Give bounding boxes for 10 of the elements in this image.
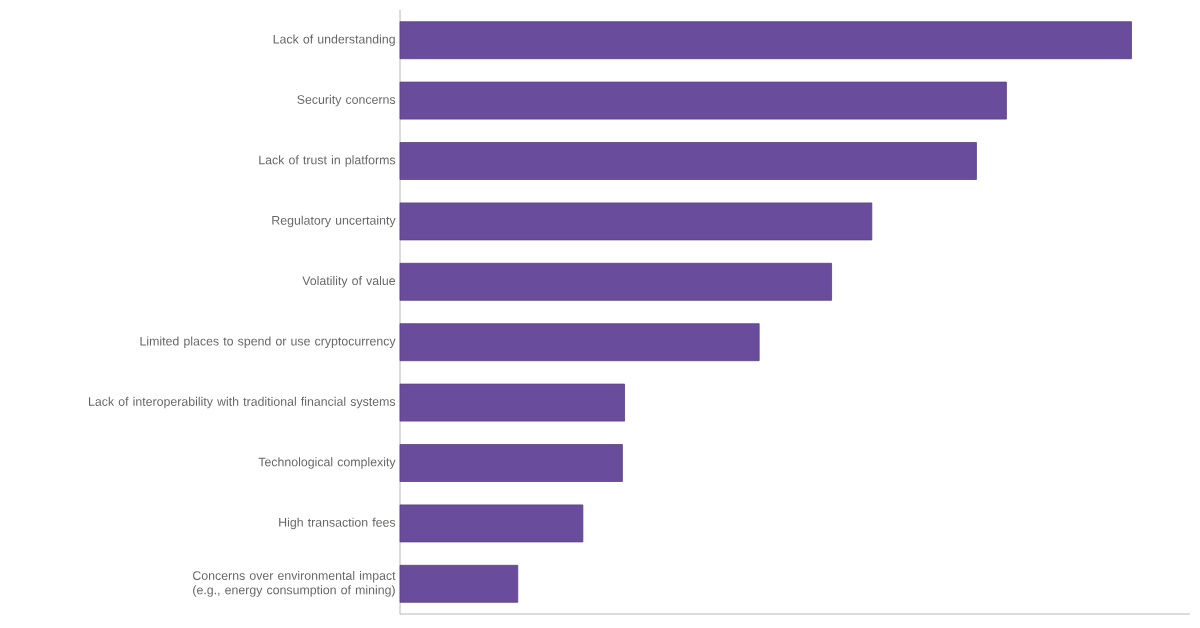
bar xyxy=(399,444,623,482)
bar xyxy=(399,383,625,422)
bar xyxy=(399,142,977,180)
bar xyxy=(399,81,1007,120)
bar xyxy=(399,504,584,543)
bar xyxy=(399,21,1132,60)
bar xyxy=(399,323,760,362)
bar xyxy=(399,202,873,241)
bar xyxy=(399,262,832,301)
bar xyxy=(399,564,519,603)
